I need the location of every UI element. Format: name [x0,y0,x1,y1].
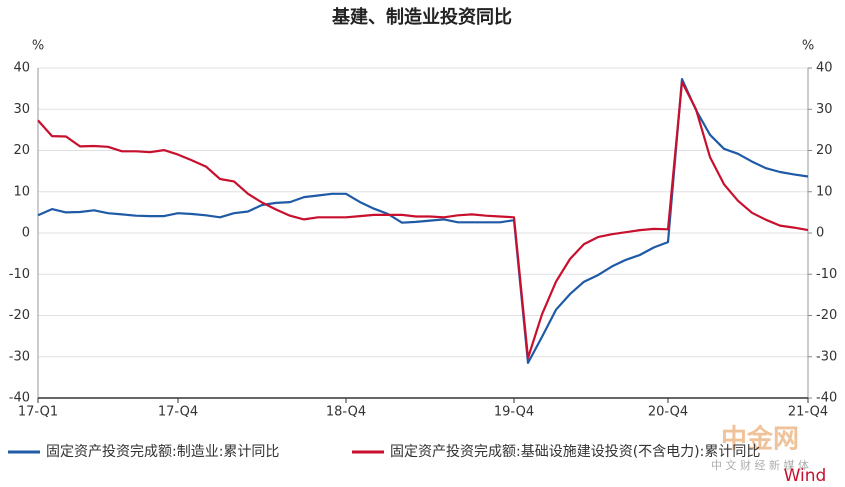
y2-tick-label: 30 [816,102,833,117]
y-tick-label: 20 [13,143,30,158]
watermark-logo: 中金网 [721,424,799,455]
chart-title: 基建、制造业投资同比 [331,6,512,28]
y2-tick-label: -20 [816,308,837,323]
x-tick-label: 17-Q4 [158,405,198,420]
series-line [37,78,809,364]
watermark-tagline: 中 文 财 经 新 媒 体 [711,458,809,472]
y-tick-label: 0 [22,226,30,241]
y2-tick-label: -10 [816,267,837,282]
x-tick-label: 17-Q1 [18,405,58,420]
y2-unit: % [802,39,814,54]
y2-tick-label: -40 [816,391,837,406]
x-tick-label: 21-Q4 [788,405,828,420]
y2-tick-label: 0 [816,226,824,241]
y2-tick-label: 10 [816,184,833,199]
y-tick-label: 10 [13,184,30,199]
y2-tick-label: -30 [816,349,837,364]
y-tick-label: 30 [13,102,30,117]
y-tick-label: 40 [13,61,30,76]
y-tick-label: -10 [9,267,30,282]
legend-label: 固定资产投资完成额:制造业:累计同比 [46,444,279,460]
y2-tick-label: 20 [816,143,833,158]
legend-label: 固定资产投资完成额:基础设施建设投资(不含电力):累计同比 [390,443,760,460]
y-unit: % [32,39,44,54]
y-tick-label: -30 [9,349,30,364]
x-tick-label: 20-Q4 [648,405,688,420]
x-tick-label: 18-Q4 [326,405,366,420]
y-tick-label: -40 [9,391,30,406]
y2-tick-label: 40 [816,61,833,76]
series-line [37,80,809,360]
x-tick-label: 19-Q4 [494,405,534,420]
y-tick-label: -20 [9,308,30,323]
source-label: Wind [784,466,827,486]
